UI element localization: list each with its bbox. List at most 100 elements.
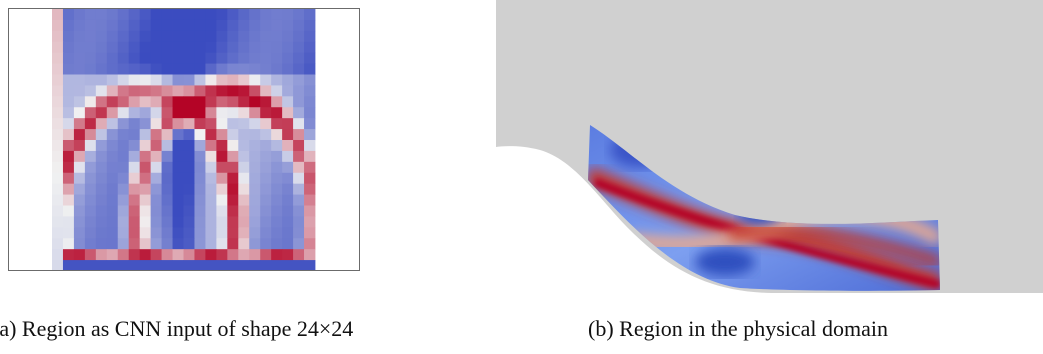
grid-cell [216,183,228,195]
grid-cell [293,238,305,250]
grid-cell [304,238,316,250]
grid-cell [139,216,152,228]
grid-cell [227,150,239,163]
grid-cell [249,183,261,195]
grid-cell [271,129,283,141]
grid-cell [62,52,75,64]
grid-cell [249,161,261,174]
grid-cell [271,74,283,86]
grid-cell [62,172,75,185]
grid-cell [128,96,141,108]
grid-cell [282,140,294,152]
grid-cell [227,183,239,195]
grid-cell [62,260,75,270]
grid-cell [238,260,250,270]
grid-cell [150,150,162,163]
grid-cell [293,161,305,174]
grid-cell [106,216,119,228]
grid-cell [271,150,283,163]
grid-cell [161,30,173,43]
grid-cell [150,194,162,206]
grid-cell [172,172,184,185]
grid-cell [227,216,239,228]
grid-cell [183,63,195,75]
grid-cell [282,260,294,270]
grid-cell [194,172,206,185]
grid-cell [216,96,228,108]
grid-cell [73,161,86,174]
grid-cell [238,183,250,195]
grid-cell [238,19,250,32]
grid-cell [128,85,141,97]
grid-cell [183,249,195,261]
grid-cell [73,140,86,152]
grid-cell [216,52,228,64]
grid-cell [271,85,283,97]
grid-cell [282,19,294,32]
grid-cell [194,129,206,141]
grid-cell [84,150,97,163]
grid-cell [183,161,195,174]
grid-cell [271,249,283,261]
grid-cell [216,63,228,75]
grid-cell [161,249,173,261]
grid-cell [73,30,86,43]
grid-cell [95,30,108,43]
grid-cell [172,52,184,64]
grid-cell [260,260,272,270]
grid-cell [304,205,316,217]
grid-cell [216,140,228,152]
grid-cell [205,63,217,75]
grid-cell [73,216,86,228]
grid-cell [216,172,228,185]
grid-cell [227,74,239,86]
grid-cell [282,249,294,261]
grid-cell [117,19,130,32]
grid-cell [117,205,130,217]
grid-cell [150,9,162,21]
grid-cell [73,41,86,54]
grid-cell [52,63,64,75]
grid-cell [95,205,108,217]
grid-cell [128,41,141,54]
grid-cell [106,118,119,130]
grid-cell [238,161,250,174]
grid-cell [117,194,130,206]
grid-cell [150,74,162,86]
grid-cell [271,52,283,64]
grid-cell [260,85,272,97]
grid-cell [139,129,152,141]
grid-cell [238,107,250,119]
grid-cell [183,41,195,54]
cnn-input-heatmap [52,9,316,270]
grid-cell [304,172,316,185]
grid-cell [205,9,217,21]
grid-cell [238,249,250,261]
grid-cell [238,150,250,163]
grid-cell [117,107,130,119]
grid-cell [128,183,141,195]
grid-cell [117,161,130,174]
grid-cell [271,183,283,195]
grid-cell [238,129,250,141]
grid-cell [194,85,206,97]
grid-cell [216,118,228,130]
grid-cell [95,52,108,64]
grid-cell [194,9,206,21]
grid-cell [150,85,162,97]
grid-cell [95,238,108,250]
grid-cell [304,52,316,64]
grid-cell [52,249,64,261]
grid-cell [62,85,75,97]
grid-cell [205,30,217,43]
grid-cell [62,227,75,239]
grid-cell [150,238,162,250]
grid-cell [216,107,228,119]
grid-cell [194,41,206,54]
grid-cell [84,30,97,43]
grid-cell [216,150,228,163]
grid-cell [62,129,75,141]
grid-cell [84,172,97,185]
grid-cell [271,140,283,152]
grid-cell [260,205,272,217]
